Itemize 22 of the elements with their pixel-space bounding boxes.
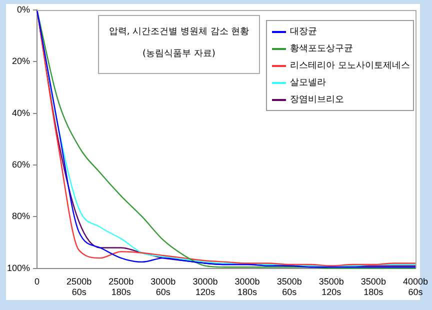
- x-tick-label: 3500b 120s: [318, 276, 344, 298]
- x-tick-label: 3000b 180s: [234, 276, 260, 298]
- legend-label: 살모넬라: [290, 77, 326, 89]
- y-tick-label: 20%: [12, 56, 30, 66]
- x-tick-label: 3500b 60s: [276, 276, 302, 298]
- legend-label: 대장균: [290, 26, 317, 38]
- x-tick-label: 2500b 60s: [66, 276, 92, 298]
- x-tick-label: 2500b 180s: [108, 276, 134, 298]
- x-tick-label: 4000b 60s: [402, 276, 428, 298]
- y-tick-label: 100%: [6, 262, 30, 273]
- legend-label: 장염비브리오: [290, 94, 344, 106]
- y-tick-label: 80%: [12, 211, 30, 222]
- x-tick-label: 0: [34, 276, 40, 286]
- y-tick-label: 60%: [12, 160, 30, 170]
- legend-label: 황색포도상구균: [290, 43, 353, 55]
- x-tick-label: 3000b 60s: [150, 276, 176, 298]
- legend-label: 리스테리아 모노사이토제네스: [290, 60, 410, 72]
- title-box: 압력, 시간조건별 병원체 감소 현황 (농림식품부 자료): [98, 15, 260, 74]
- y-tick-label: 40%: [12, 108, 30, 118]
- x-tick-label: 3000b 120s: [192, 276, 218, 298]
- y-tick-label: 0%: [17, 4, 30, 14]
- x-tick-label: 3500b 180s: [360, 276, 386, 298]
